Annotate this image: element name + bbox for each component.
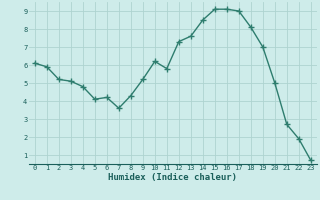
X-axis label: Humidex (Indice chaleur): Humidex (Indice chaleur) — [108, 173, 237, 182]
